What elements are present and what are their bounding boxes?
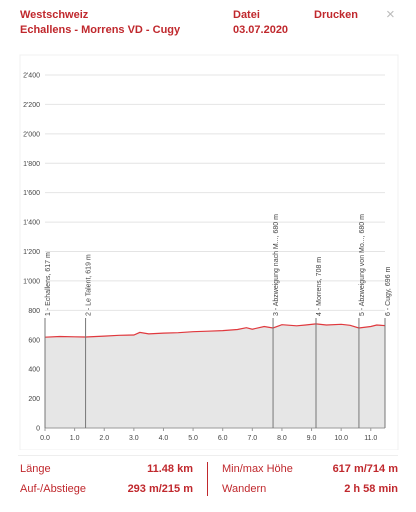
waypoint-label: 1 - Echallens, 617 m xyxy=(45,252,52,316)
close-button[interactable]: × xyxy=(386,6,395,23)
waypoint-label: 5 - Abzweigung von Mo..., 680 m xyxy=(359,214,366,316)
elevation-area xyxy=(45,323,385,428)
stat-label: Länge xyxy=(20,463,51,475)
y-tick-label: 1'600 xyxy=(23,190,40,197)
region: Westschweiz xyxy=(20,9,89,21)
elevation-line xyxy=(44,323,386,338)
y-tick-label: 2'000 xyxy=(23,131,40,138)
waypoint-label: 6 - Cugy, 696 m xyxy=(385,267,392,316)
stat-value: 11.48 km xyxy=(147,463,193,475)
waypoint-label: 2 - Le Talent, 619 m xyxy=(86,254,93,316)
x-tick-label: 9.0 xyxy=(307,435,317,442)
stat-value: 617 m/714 m xyxy=(332,463,398,475)
x-tick-label: 8.0 xyxy=(277,435,287,442)
x-tick-label: 10.0 xyxy=(334,435,348,442)
stat-value: 2 h 58 min xyxy=(344,483,398,495)
y-tick-label: 2'200 xyxy=(23,102,40,109)
y-tick-label: 400 xyxy=(28,367,40,374)
x-tick-label: 2.0 xyxy=(99,435,109,442)
stat-label: Wandern xyxy=(222,483,267,495)
y-tick-label: 0 xyxy=(36,426,40,433)
waypoint-label: 4 - Morrens, 708 m xyxy=(316,257,323,316)
x-tick-label: 5.0 xyxy=(188,435,198,442)
stat-label: Min/max Höhe xyxy=(222,463,293,475)
chart: 0 200 400 600 800 1'000 1'200 1'400 1'600 1'800 2'… xyxy=(19,54,399,450)
y-tick-label: 1'400 xyxy=(23,220,40,227)
x-tick-label: 11.0 xyxy=(364,435,377,442)
stat-label: Auf-/Abstiege xyxy=(20,483,87,495)
y-tick-label: 800 xyxy=(28,308,40,315)
separator xyxy=(18,455,398,456)
waypoint-label: 3 - Abzweigung nach M..., 680 m xyxy=(273,214,280,316)
y-tick-label: 2'400 xyxy=(23,73,40,80)
x-tick-label: 7.0 xyxy=(247,435,257,442)
y-tick-label: 200 xyxy=(28,396,40,403)
y-tick-label: 1'800 xyxy=(23,161,40,168)
y-tick-label: 1'200 xyxy=(23,249,40,256)
route: Echallens - Morrens VD - Cugy xyxy=(20,24,181,36)
print-button[interactable]: Drucken xyxy=(314,9,359,21)
y-tick-label: 600 xyxy=(28,337,40,344)
divider xyxy=(207,462,208,496)
file-button[interactable]: Datei xyxy=(233,9,260,21)
x-tick-label: 3.0 xyxy=(129,435,139,442)
date: 03.07.2020 xyxy=(233,24,289,36)
x-tick-label: 4.0 xyxy=(159,435,169,442)
x-tick-label: 1.0 xyxy=(70,435,80,442)
x-tick-label: 0.0 xyxy=(40,435,50,442)
y-tick-label: 1'000 xyxy=(23,278,40,285)
stat-value: 293 m/215 m xyxy=(127,483,193,495)
x-tick-label: 6.0 xyxy=(218,435,228,442)
